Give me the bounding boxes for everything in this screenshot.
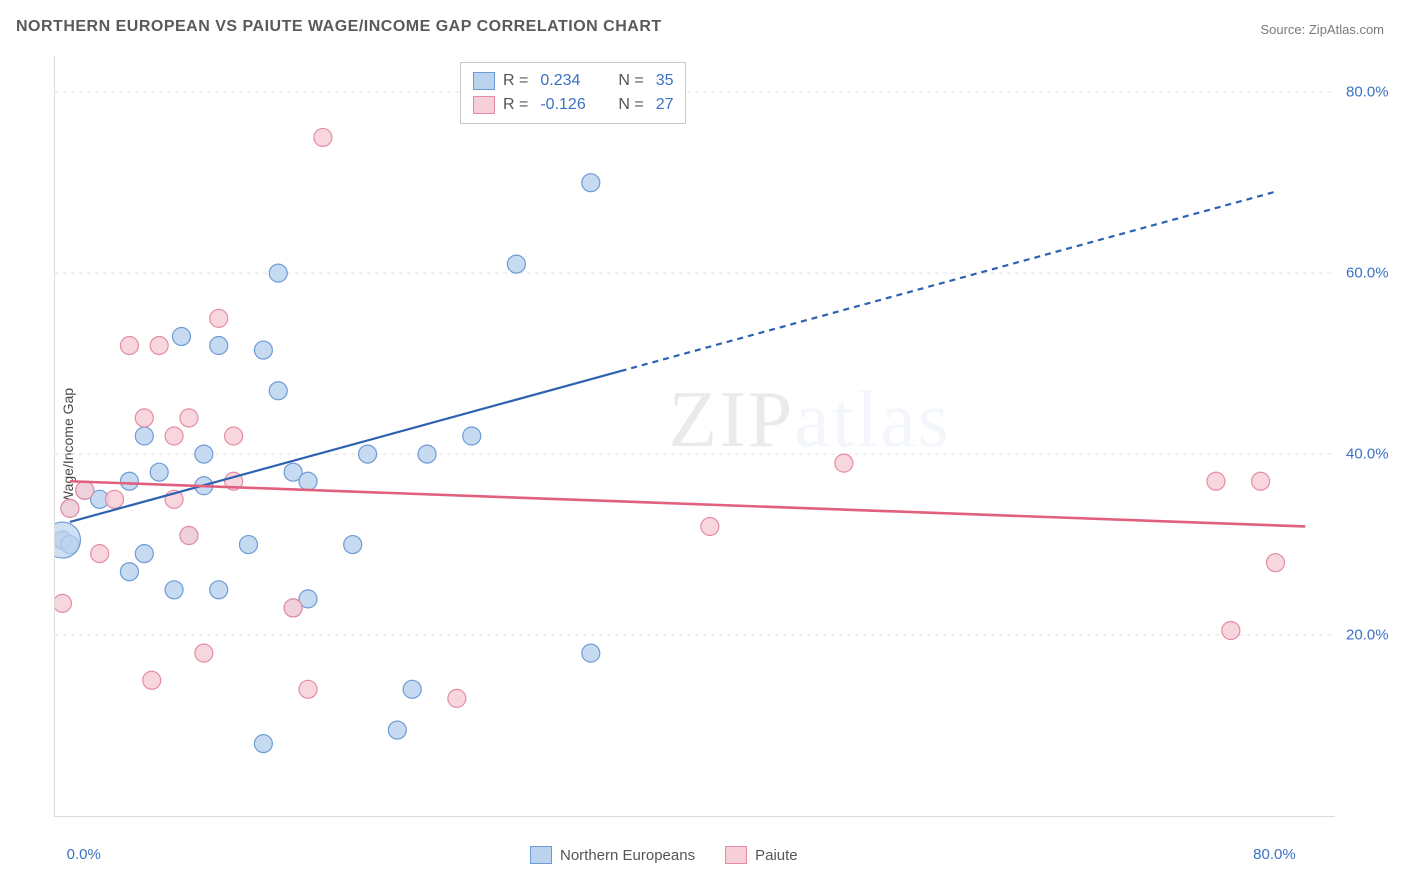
chart-container: NORTHERN EUROPEAN VS PAIUTE WAGE/INCOME …	[0, 0, 1406, 892]
r-value: 0.234	[540, 69, 610, 93]
legend-correlation-row: R = -0.126 N = 27	[473, 93, 673, 117]
legend-swatch	[473, 96, 495, 114]
legend-series-item: Northern Europeans	[530, 846, 695, 864]
y-tick-label: 80.0%	[1346, 84, 1389, 101]
plot-area	[54, 56, 1335, 817]
n-value: 27	[656, 93, 674, 117]
x-tick-label: 80.0%	[1253, 846, 1296, 863]
legend-series-item: Paiute	[725, 846, 798, 864]
r-value: -0.126	[540, 93, 610, 117]
x-tick-label: 0.0%	[67, 846, 101, 863]
y-tick-label: 60.0%	[1346, 265, 1389, 282]
y-tick-label: 40.0%	[1346, 446, 1389, 463]
n-value: 35	[656, 69, 674, 93]
r-label: R =	[503, 69, 528, 93]
n-label: N =	[618, 93, 643, 117]
y-tick-label: 20.0%	[1346, 627, 1389, 644]
legend-correlation: R = 0.234 N = 35 R = -0.126 N = 27	[460, 62, 686, 124]
scatter-svg	[55, 56, 1335, 816]
r-label: R =	[503, 93, 528, 117]
legend-swatch	[473, 72, 495, 90]
legend-correlation-row: R = 0.234 N = 35	[473, 69, 673, 93]
legend-series: Northern Europeans Paiute	[530, 846, 798, 864]
source-attribution: Source: ZipAtlas.com	[1260, 22, 1384, 37]
legend-swatch	[725, 846, 747, 864]
legend-series-label: Northern Europeans	[560, 847, 695, 864]
legend-series-label: Paiute	[755, 847, 798, 864]
legend-swatch	[530, 846, 552, 864]
chart-title: NORTHERN EUROPEAN VS PAIUTE WAGE/INCOME …	[16, 18, 662, 36]
n-label: N =	[618, 69, 643, 93]
